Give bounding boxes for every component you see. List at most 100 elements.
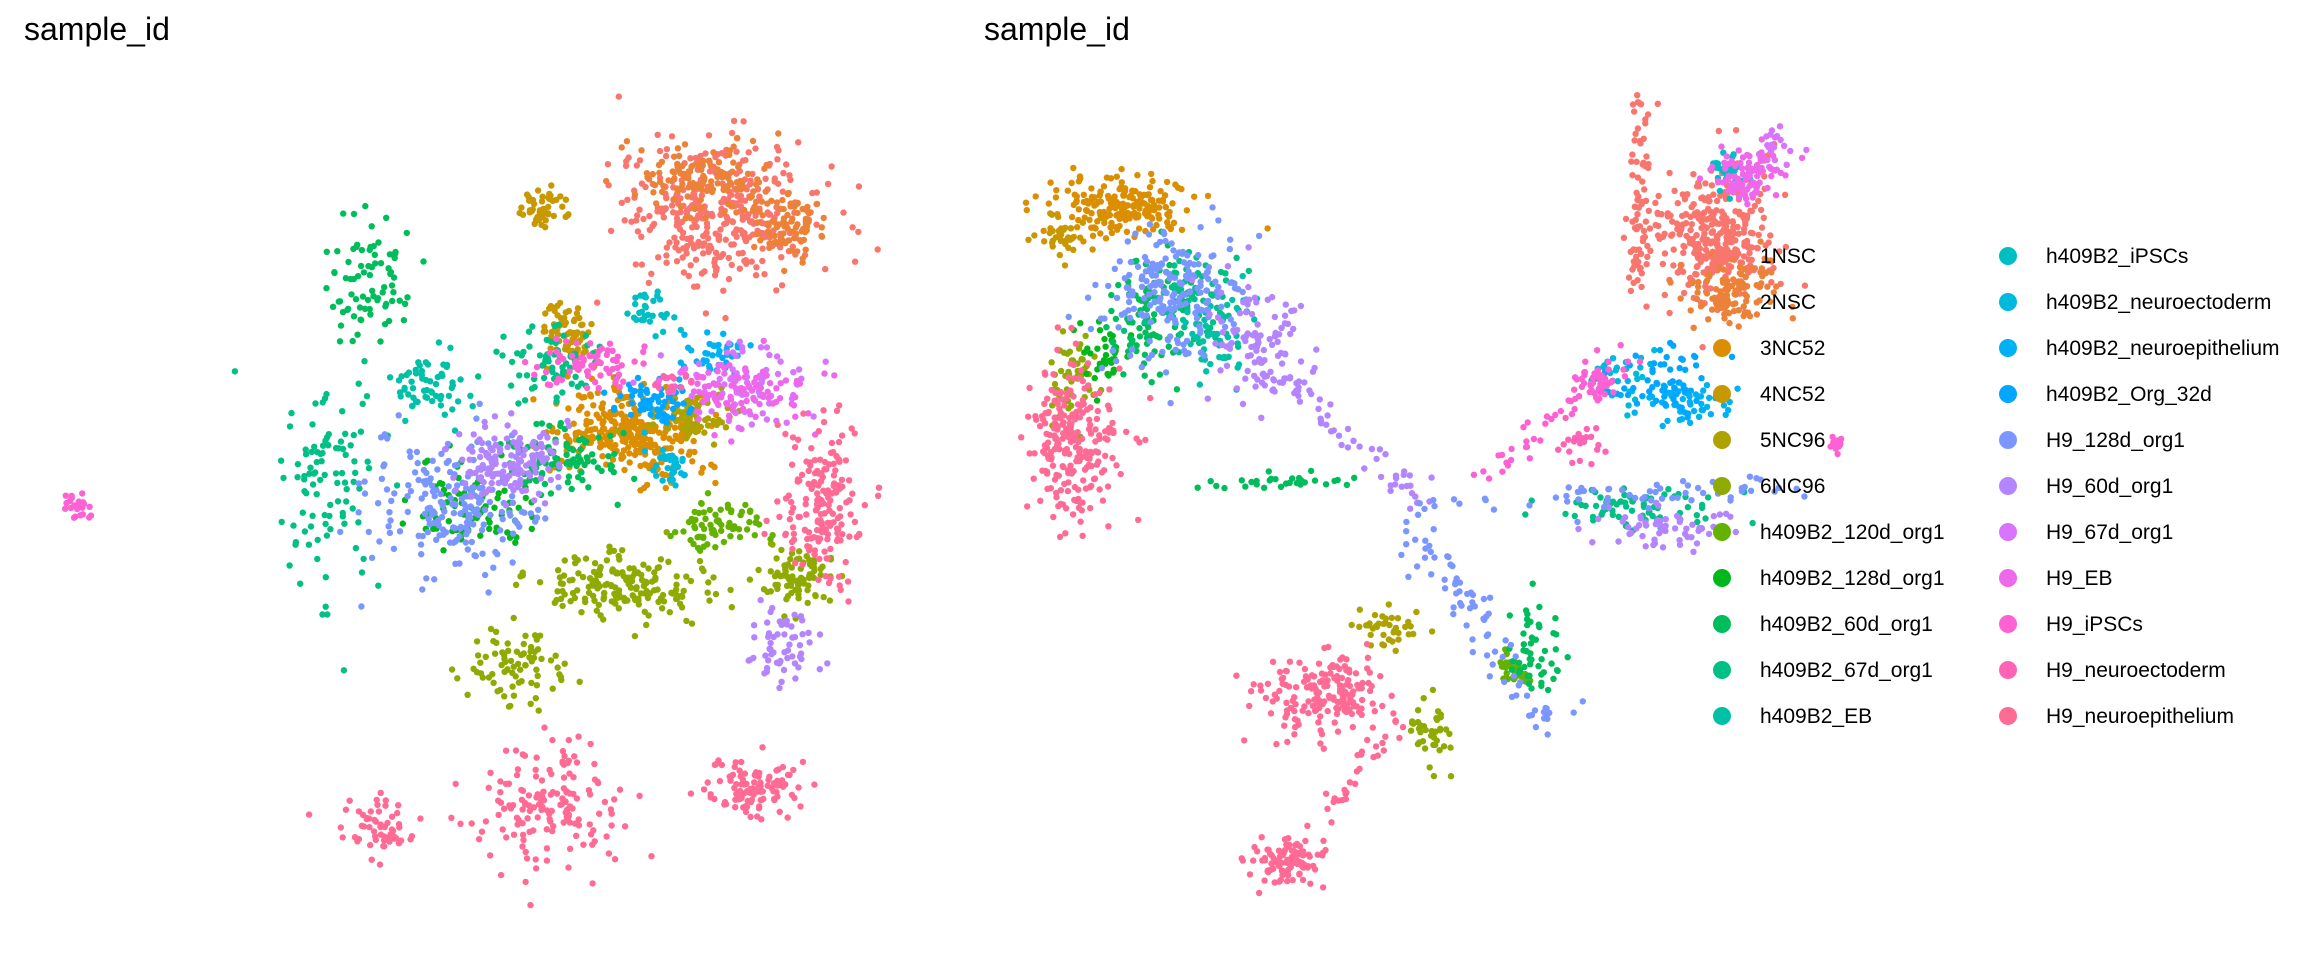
scatter-point xyxy=(666,609,673,616)
scatter-point xyxy=(376,861,384,868)
scatter-point xyxy=(1209,319,1217,326)
scatter-point xyxy=(778,546,785,554)
scatter-point xyxy=(393,482,401,489)
scatter-point xyxy=(615,371,623,378)
scatter-point xyxy=(765,394,772,401)
scatter-point xyxy=(547,657,555,664)
scatter-point xyxy=(815,482,822,489)
scatter-point xyxy=(367,841,374,849)
scatter-point xyxy=(1056,251,1064,259)
scatter-point xyxy=(545,465,552,473)
scatter-point xyxy=(590,402,597,409)
scatter-point xyxy=(799,259,806,266)
scatter-point xyxy=(1115,324,1122,331)
scatter-point xyxy=(733,135,741,142)
scatter-point xyxy=(1080,191,1088,198)
scatter-point xyxy=(570,790,577,798)
scatter-point xyxy=(618,451,625,459)
scatter-point xyxy=(708,461,715,468)
scatter-point xyxy=(712,479,719,487)
scatter-point xyxy=(748,258,755,265)
scatter-point xyxy=(741,207,748,214)
scatter-point xyxy=(1409,718,1416,725)
scatter-point xyxy=(687,155,694,162)
scatter-point xyxy=(672,244,679,251)
scatter-point xyxy=(1446,730,1453,737)
scatter-point xyxy=(811,781,818,788)
scatter-point xyxy=(359,811,367,818)
scatter-point xyxy=(563,451,570,458)
scatter-point xyxy=(1523,648,1530,655)
scatter-point xyxy=(751,243,758,251)
scatter-point xyxy=(525,792,533,799)
scatter-point xyxy=(838,432,846,439)
scatter-point xyxy=(649,312,656,319)
scatter-point xyxy=(550,212,557,220)
scatter-point xyxy=(1204,297,1212,305)
scatter-point xyxy=(385,317,393,325)
scatter-point xyxy=(509,559,516,566)
scatter-point xyxy=(529,441,536,449)
scatter-point xyxy=(367,808,374,815)
scatter-point xyxy=(532,865,540,872)
scatter-point xyxy=(1025,236,1032,243)
scatter-point xyxy=(663,259,670,266)
scatter-point xyxy=(515,481,522,488)
scatter-point xyxy=(452,486,459,494)
scatter-point xyxy=(667,532,674,540)
scatter-point xyxy=(791,633,799,641)
scatter-point xyxy=(1674,200,1682,207)
scatter-point xyxy=(1197,224,1204,231)
scatter-point xyxy=(1670,246,1677,253)
scatter-point xyxy=(598,467,605,475)
scatter-point xyxy=(733,185,740,192)
scatter-point xyxy=(562,319,569,326)
scatter-point xyxy=(76,500,84,508)
scatter-point xyxy=(805,629,812,636)
scatter-point xyxy=(1087,325,1095,333)
scatter-point xyxy=(816,535,824,542)
scatter-point xyxy=(547,302,555,310)
scatter-point xyxy=(607,227,615,235)
scatter-point xyxy=(733,209,740,216)
scatter-point xyxy=(702,515,709,522)
scatter-point xyxy=(641,429,648,436)
scatter-point xyxy=(714,368,721,375)
scatter-point xyxy=(1198,306,1206,314)
scatter-point xyxy=(1244,352,1252,360)
scatter-point xyxy=(1667,379,1674,386)
scatter-point xyxy=(660,433,668,440)
scatter-point xyxy=(1148,351,1156,359)
scatter-point xyxy=(740,804,747,811)
scatter-point xyxy=(1666,169,1673,177)
scatter-point xyxy=(475,836,483,843)
scatter-point xyxy=(1162,237,1169,245)
scatter-point xyxy=(532,469,539,476)
scatter-point xyxy=(760,337,767,345)
scatter-point xyxy=(573,832,580,839)
scatter-point xyxy=(1141,318,1149,325)
scatter-point xyxy=(749,137,757,145)
scatter-point xyxy=(823,555,830,562)
scatter-point xyxy=(1216,354,1223,361)
scatter-point xyxy=(1104,192,1112,200)
scatter-point xyxy=(759,744,766,751)
scatter-point xyxy=(634,426,641,434)
scatter-point xyxy=(712,544,719,551)
scatter-point xyxy=(521,509,528,516)
scatter-point xyxy=(1677,295,1684,302)
scatter-point xyxy=(377,789,384,797)
scatter-point xyxy=(339,509,346,517)
scatter-point xyxy=(1197,349,1205,356)
scatter-point xyxy=(1149,196,1156,204)
scatter-point xyxy=(599,420,606,427)
scatter-point xyxy=(355,519,362,526)
scatter-point xyxy=(754,813,761,820)
scatter-point xyxy=(345,305,352,313)
scatter-point xyxy=(753,230,761,238)
scatter-point xyxy=(693,394,701,402)
scatter-point xyxy=(1255,232,1263,240)
scatter-point xyxy=(589,434,597,442)
scatter-point xyxy=(86,503,93,510)
scatter-point xyxy=(407,453,414,460)
